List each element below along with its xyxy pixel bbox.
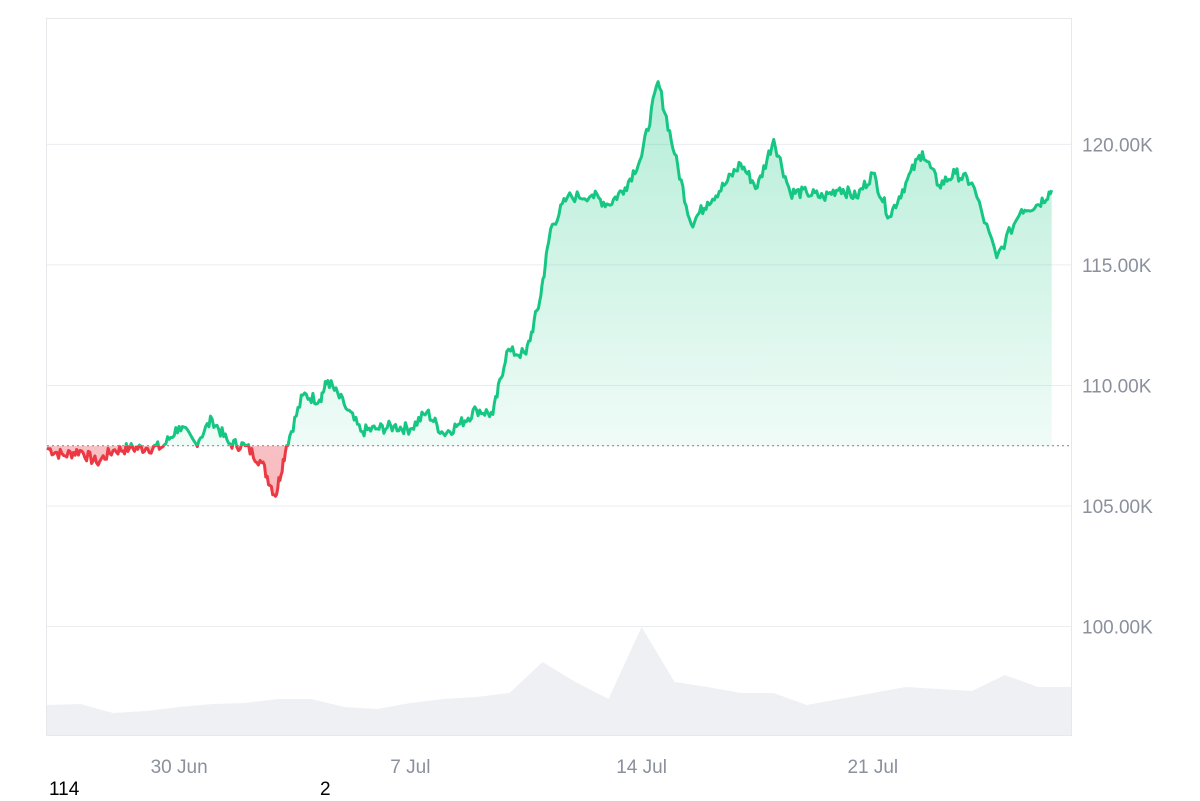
y-tick-label: 120.00K <box>1082 135 1153 156</box>
y-tick-label: 110.00K <box>1082 376 1152 397</box>
x-tick-label: 30 Jun <box>151 757 208 778</box>
y-tick-label: 105.00K <box>1082 497 1153 518</box>
x-tick-label: 21 Jul <box>847 757 898 778</box>
x-axis-ticks: 30 Jun 7 Jul 14 Jul 21 Jul <box>151 757 899 778</box>
plot-frame <box>46 18 1072 736</box>
x-tick-label: 7 Jul <box>390 757 430 778</box>
y-tick-label: 100.00K <box>1082 618 1153 639</box>
area-above <box>47 81 1052 446</box>
y-tick-label: 115.00K <box>1082 256 1152 277</box>
volume-area <box>47 627 1071 735</box>
y-axis-ticks: 100.00K 105.00K 110.00K 115.00K 120.00K <box>1082 135 1153 638</box>
series-line-above <box>118 80 1054 446</box>
footer-mid-text: 2 <box>320 779 331 800</box>
footer-left-text: 114 <box>49 779 80 800</box>
price-lines <box>46 80 1054 498</box>
volume-bars <box>47 627 1071 735</box>
price-chart: 100.00K 105.00K 110.00K 115.00K 120.00K 30 J… <box>46 18 1153 778</box>
x-tick-label: 14 Jul <box>616 757 667 778</box>
